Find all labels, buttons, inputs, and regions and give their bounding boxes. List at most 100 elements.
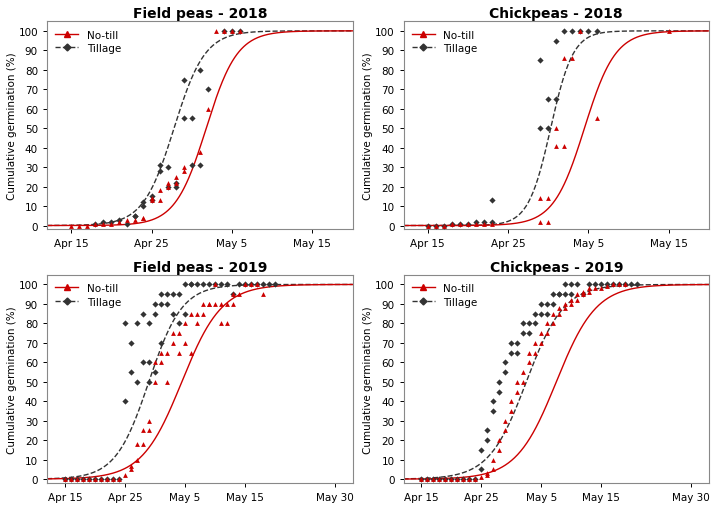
Point: [469, 475, 481, 483]
Point: [59, 475, 71, 483]
Point: [167, 310, 179, 318]
Point: [590, 115, 602, 123]
Point: [559, 291, 571, 299]
Point: [251, 281, 263, 289]
Point: [154, 197, 166, 205]
Point: [227, 300, 238, 308]
Point: [500, 417, 511, 425]
Point: [486, 197, 498, 205]
Point: [245, 281, 256, 289]
Point: [567, 55, 578, 63]
Point: [226, 27, 238, 36]
Point: [476, 465, 487, 473]
Point: [167, 339, 179, 347]
Point: [530, 349, 541, 357]
Point: [137, 310, 148, 318]
Point: [197, 281, 209, 289]
Point: [438, 222, 449, 230]
Point: [470, 220, 482, 228]
Point: [454, 220, 466, 228]
Point: [458, 475, 469, 483]
Point: [162, 183, 174, 191]
Point: [122, 216, 133, 224]
Point: [590, 281, 601, 289]
Point: [149, 300, 161, 308]
Point: [143, 378, 155, 386]
Point: [191, 320, 202, 328]
Legend: No-till, Tillage: No-till, Tillage: [409, 280, 480, 310]
Point: [482, 436, 493, 444]
Y-axis label: Cumulative germination (%): Cumulative germination (%): [7, 305, 17, 453]
Y-axis label: Cumulative germination (%): Cumulative germination (%): [364, 52, 374, 200]
Point: [143, 427, 155, 435]
Point: [233, 291, 245, 299]
Point: [221, 281, 233, 289]
Point: [464, 475, 475, 483]
Point: [194, 162, 205, 170]
Point: [125, 339, 137, 347]
Point: [523, 349, 535, 357]
Point: [470, 218, 482, 227]
Point: [185, 281, 197, 289]
Point: [138, 214, 149, 222]
Point: [534, 195, 546, 203]
Point: [567, 27, 578, 36]
Point: [422, 475, 433, 483]
Point: [559, 281, 571, 289]
Point: [89, 475, 101, 483]
Point: [530, 310, 541, 318]
Point: [143, 358, 155, 366]
Point: [458, 475, 469, 483]
Point: [122, 220, 133, 228]
Point: [73, 222, 85, 230]
Point: [170, 179, 181, 187]
Point: [107, 475, 119, 483]
Point: [534, 57, 546, 65]
Point: [451, 475, 463, 483]
Point: [106, 220, 117, 228]
Point: [523, 329, 535, 337]
Point: [613, 281, 625, 289]
Point: [197, 300, 209, 308]
Point: [209, 281, 220, 289]
Point: [155, 300, 166, 308]
Point: [518, 368, 529, 376]
Point: [186, 162, 197, 170]
Point: [541, 320, 553, 328]
Point: [149, 358, 161, 366]
Point: [114, 216, 125, 224]
Point: [143, 320, 155, 328]
Point: [125, 462, 137, 470]
Point: [446, 220, 457, 228]
Point: [500, 358, 511, 366]
Point: [197, 310, 209, 318]
Point: [478, 220, 490, 228]
Point: [551, 143, 562, 151]
Point: [226, 27, 238, 36]
Point: [494, 388, 505, 396]
Point: [559, 304, 571, 313]
Point: [626, 281, 637, 289]
Point: [505, 407, 517, 415]
Point: [145, 197, 157, 205]
Point: [601, 283, 613, 291]
Point: [269, 281, 280, 289]
Point: [565, 300, 577, 308]
Point: [173, 320, 184, 328]
Point: [551, 38, 562, 46]
Point: [202, 86, 214, 94]
Point: [209, 300, 220, 308]
Point: [547, 291, 559, 299]
Point: [583, 289, 595, 297]
Point: [161, 349, 173, 357]
Point: [487, 398, 499, 406]
Point: [66, 475, 77, 483]
Point: [95, 475, 107, 483]
Point: [530, 320, 541, 328]
Point: [125, 465, 137, 473]
Point: [173, 329, 184, 337]
Point: [119, 398, 130, 406]
Point: [209, 281, 220, 289]
Point: [422, 475, 433, 483]
Point: [154, 187, 166, 195]
